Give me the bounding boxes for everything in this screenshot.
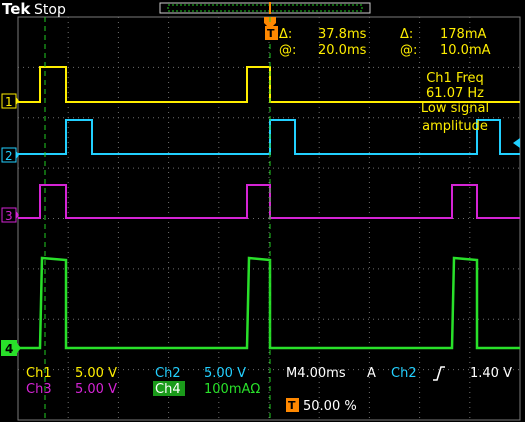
at-time-symbol: @: (279, 43, 296, 58)
ch2-ground-marker[interactable]: 2 (1, 147, 19, 163)
trigger-level: 1.40 V (470, 366, 512, 381)
waveform-group (18, 66, 520, 350)
svg-text:4: 4 (5, 342, 13, 356)
measurement-line-2: 61.07 Hz (426, 86, 484, 101)
trigger-source: Ch2 (391, 366, 417, 381)
at-time-value: 20.0ms (318, 43, 367, 58)
ch1-scale: 5.00 V (75, 366, 117, 381)
ch3-label: Ch3 (26, 382, 52, 397)
trigger-readout-glyph: T (267, 27, 275, 40)
at-current-value: 10.0mA (440, 43, 491, 58)
ch2-label: Ch2 (155, 366, 181, 381)
ch4-ground-marker[interactable]: 4 (1, 340, 21, 356)
ch2-scale: 5.00 V (204, 366, 246, 381)
trigger-slope-rising-icon (433, 366, 445, 381)
record-view-bar[interactable] (159, 2, 371, 14)
ch4-scale: 100mAΩ (204, 382, 260, 397)
delta-current-value: 178mA (440, 27, 486, 42)
measurement-line-4: amplitude (422, 119, 488, 134)
ch3-trace (18, 184, 520, 219)
ch4-label-badge (153, 381, 185, 396)
measurement-line-1: Ch1 Freq (426, 71, 484, 86)
trigger-readout-icon (265, 26, 278, 40)
delta-time-value: 37.8ms (318, 27, 367, 42)
at-current-symbol: @: (400, 43, 417, 58)
svg-text:1: 1 (5, 95, 13, 109)
acquisition-state: Stop (34, 2, 66, 18)
trigger-level-arrow-icon[interactable] (513, 138, 520, 148)
delta-current-symbol: Δ: (400, 27, 413, 42)
record-window (167, 4, 363, 12)
timebase-value: M4.00ms (286, 366, 346, 381)
trigger-position-glyph: T (288, 399, 296, 412)
brand-label: Tek (2, 0, 31, 18)
delta-time-symbol: Δ: (279, 27, 292, 42)
ch2-trace (18, 119, 520, 155)
svg-text:2: 2 (5, 149, 13, 163)
ch3-scale: 5.00 V (75, 382, 117, 397)
ch4-label: Ch4 (155, 382, 181, 397)
ch4-trace (18, 256, 520, 350)
acquisition-mode: A (367, 366, 376, 381)
measurement-line-3: Low signal (421, 101, 489, 116)
svg-text:3: 3 (5, 209, 13, 223)
ch1-label: Ch1 (26, 366, 52, 381)
ch3-ground-marker[interactable]: 3 (1, 207, 19, 223)
trigger-position-value: 50.00 % (303, 399, 357, 414)
trigger-position-icon (286, 398, 299, 412)
ch1-ground-marker[interactable]: 1 (1, 93, 19, 109)
